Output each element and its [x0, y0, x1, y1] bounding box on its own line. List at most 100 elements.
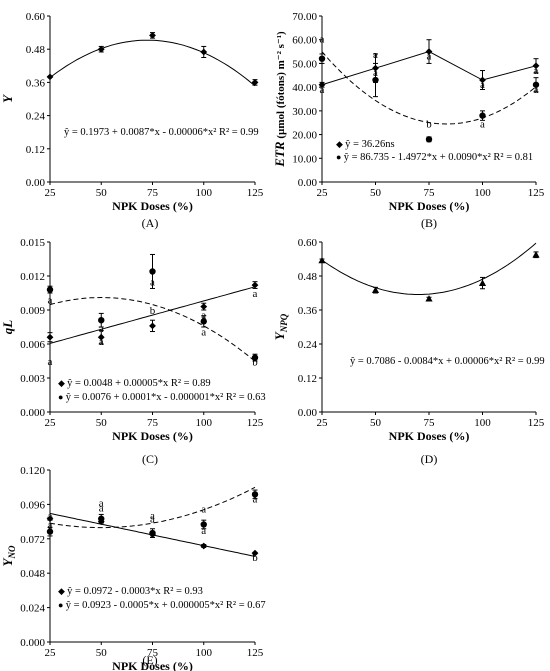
regression-equation: ● ŷ = 0.0923 - 0.0005*x + 0.000005*x² R²…	[58, 600, 266, 611]
x-tick-label: 75	[147, 417, 159, 429]
y-tick-label: 30.00	[292, 106, 317, 118]
data-point	[98, 317, 105, 324]
panel-a: 0.00 0.12 0.24 0.36 0.48 0.60 25 50 75 100 125 NPK …	[0, 11, 264, 230]
significance-letter: a	[534, 84, 539, 96]
data-point	[425, 136, 433, 143]
fit-curve	[321, 51, 537, 125]
data-point	[532, 62, 540, 70]
y-tick-label: 0.015	[20, 237, 45, 249]
data-point	[200, 521, 207, 528]
panel-b: 0.00 10.00 20.00 30.00 40.00 50.00 60.00 70.00 2…	[272, 11, 545, 230]
significance-letter: a	[99, 498, 104, 510]
data-point	[149, 322, 156, 330]
regression-equation: ◆ ŷ = 0.0048 + 0.00005*x R² = 0.89	[58, 378, 211, 389]
panel-label: (E)	[142, 653, 157, 667]
data-point	[149, 31, 156, 39]
data-point	[200, 318, 207, 325]
data-point	[46, 286, 54, 293]
data-point	[479, 76, 486, 84]
data-point	[251, 79, 259, 86]
y-tick-label: 40.00	[292, 82, 317, 94]
data-point	[46, 73, 54, 81]
x-tick-label: 25	[45, 187, 57, 199]
data-point	[251, 281, 259, 289]
significance-letter: a	[201, 503, 206, 515]
x-tick-label: 125	[528, 417, 545, 429]
data-point	[371, 286, 380, 294]
fit-curve	[49, 286, 256, 344]
y-tick-label: 0.24	[26, 111, 46, 123]
panel-e: 0.000 0.024 0.048 0.072 0.096 0.120 25 50 75 100 1…	[0, 465, 266, 671]
data-point	[200, 48, 208, 56]
panel-c: 0.000 0.003 0.006 0.009 0.012 0.015 25 50 75 100 1…	[0, 237, 266, 466]
y-tick-label: 0.009	[20, 305, 45, 317]
fit-curve	[49, 296, 256, 362]
x-tick-label: 125	[247, 647, 264, 659]
x-tick-label: 100	[196, 417, 213, 429]
data-point	[149, 529, 156, 537]
x-tick-label: 125	[528, 187, 545, 199]
panel-label: (D)	[421, 452, 438, 466]
x-tick-label: 100	[196, 187, 213, 199]
data-point	[97, 333, 105, 341]
data-point	[200, 542, 208, 550]
y-axis-label: ETR (µmol (fótons) m⁻² s⁻¹)	[272, 31, 287, 168]
y-tick-label: 0.60	[26, 11, 46, 23]
significance-letter: a	[48, 511, 53, 523]
significance-letter: b	[150, 305, 156, 317]
regression-equation: ◆ ŷ = 36.26ns	[336, 139, 395, 150]
significance-letter: b	[426, 118, 432, 130]
data-point	[46, 515, 54, 523]
significance-letter: a	[48, 356, 53, 368]
significance-letter: a	[99, 323, 104, 335]
regression-equation: ● ŷ = 86.735 - 1.4972*x + 0.0090*x² R² =…	[336, 152, 533, 163]
significance-letter: b	[252, 552, 258, 564]
y-tick-label: 0.012	[20, 271, 45, 283]
y-tick-label: 20.00	[292, 130, 317, 142]
significance-letter: a	[253, 493, 258, 505]
y-tick-label: 0.36	[26, 77, 46, 89]
y-tick-label: 0.000	[20, 637, 45, 649]
regression-equation: ● ŷ = 0.0076 + 0.0001*x - 0.000001*x² R²…	[58, 392, 266, 403]
data-point	[46, 333, 54, 341]
y-tick-label: 0.12	[26, 144, 45, 156]
data-point	[149, 268, 156, 275]
x-tick-label: 100	[196, 647, 213, 659]
y-tick-label: 60.00	[292, 35, 317, 47]
data-point	[372, 76, 379, 84]
y-tick-label: 0.000	[20, 407, 45, 419]
x-tick-label: 100	[474, 417, 491, 429]
x-axis-label: NPK Doses (%)	[112, 429, 193, 443]
data-point	[251, 491, 259, 498]
y-tick-label: 0.36	[298, 305, 318, 317]
data-point	[318, 55, 326, 62]
y-tick-label: 0.120	[20, 465, 45, 477]
y-tick-label: 70.00	[292, 11, 317, 23]
fit-curve	[321, 242, 537, 295]
data-point	[318, 81, 326, 89]
y-tick-label: 0.48	[298, 271, 318, 283]
x-tick-label: 75	[424, 187, 436, 199]
y-tick-label: 0.60	[298, 237, 318, 249]
y-axis-label: YNO	[0, 545, 17, 566]
x-tick-label: 50	[96, 647, 108, 659]
y-tick-label: 0.00	[298, 407, 318, 419]
significance-letter: a	[427, 51, 432, 63]
panel-d: 0.00 0.12 0.24 0.36 0.48 0.60 25 50 75 100 125 NPK …	[272, 237, 545, 466]
data-point	[200, 303, 208, 310]
x-tick-label: 75	[147, 187, 159, 199]
significance-letter: a	[99, 503, 104, 515]
significance-letter: b	[252, 357, 258, 369]
y-tick-label: 0.024	[20, 603, 45, 615]
y-tick-label: 0.48	[26, 44, 46, 56]
fit-curve	[49, 39, 256, 87]
x-tick-label: 50	[370, 417, 382, 429]
significance-letter: a	[150, 514, 155, 526]
y-axis-label: qL	[0, 320, 15, 335]
panel-label: (A)	[142, 216, 159, 230]
x-tick-label: 125	[247, 187, 264, 199]
significance-letter: a	[201, 525, 206, 537]
x-tick-label: 50	[96, 417, 108, 429]
regression-equation: ŷ = 0.1973 + 0.0087*x - 0.00006*x² R² = …	[64, 127, 259, 138]
